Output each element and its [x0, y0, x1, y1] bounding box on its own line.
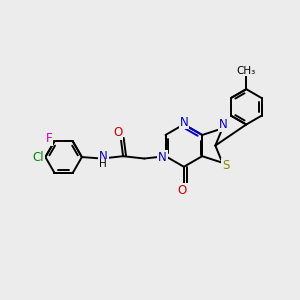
Text: O: O	[113, 126, 122, 139]
Text: N: N	[179, 116, 188, 128]
Text: N: N	[158, 151, 167, 164]
Text: N: N	[99, 150, 108, 163]
Text: Cl: Cl	[32, 151, 44, 164]
Text: S: S	[222, 159, 230, 172]
Text: H: H	[100, 159, 107, 170]
Text: F: F	[46, 132, 52, 145]
Text: CH₃: CH₃	[237, 66, 256, 76]
Text: O: O	[178, 184, 187, 197]
Text: N: N	[219, 118, 227, 131]
